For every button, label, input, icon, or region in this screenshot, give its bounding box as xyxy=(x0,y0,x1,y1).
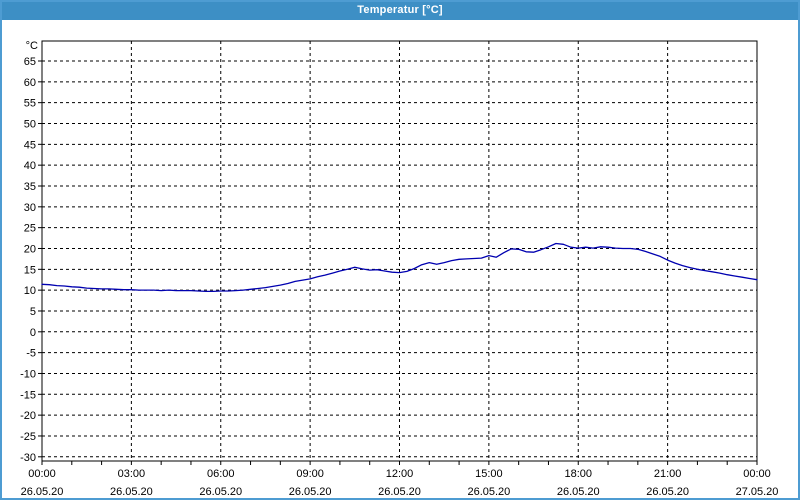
temperature-series-line xyxy=(41,242,758,293)
x-tick-time-label: 00:00 xyxy=(743,468,771,480)
window-titlebar: Temperatur [°C] xyxy=(2,2,798,20)
y-tick-label: 0 xyxy=(30,327,36,339)
y-axis-unit-label: °C xyxy=(26,40,38,52)
x-tick-date-label: 26.05.20 xyxy=(199,486,242,498)
y-gridlines xyxy=(38,60,757,458)
y-tick-label: 55 xyxy=(24,98,36,110)
temperature-chart: 65605550454035302520151050-5-10-15-20-25… xyxy=(20,40,779,498)
x-tick-date-label: 26.05.20 xyxy=(467,486,510,498)
y-tick-label: 20 xyxy=(24,243,36,255)
chart-area: 65 60 55 50 45 40 35 30 25 20 15 10 5 0 -5 -10 -15 -20 -25… xyxy=(2,20,798,498)
y-tick-label: 25 xyxy=(24,223,36,235)
x-minor-ticks xyxy=(41,461,758,465)
y-tick-label: -30 xyxy=(20,452,36,464)
x-tick-date-label: 26.05.20 xyxy=(21,486,64,498)
x-tick-time-label: 18:00 xyxy=(564,468,592,480)
y-tick-label: -10 xyxy=(20,368,36,380)
y-tick-label: -25 xyxy=(20,431,36,443)
x-tick-time-label: 12:00 xyxy=(386,468,414,480)
x-tick-date-label: 26.05.20 xyxy=(646,486,689,498)
x-tick-time-label: 06:00 xyxy=(207,468,235,480)
y-tick-label: 50 xyxy=(24,118,36,130)
y-tick-label: -5 xyxy=(26,348,36,360)
y-tick-label: 60 xyxy=(24,77,36,89)
y-axis-labels: 65605550454035302520151050-5-10-15-20-25… xyxy=(20,40,38,464)
y-tick-label: 65 xyxy=(24,56,36,68)
y-tick-label: 40 xyxy=(24,160,36,172)
y-tick-label: -20 xyxy=(20,410,36,422)
x-tick-date-label: 26.05.20 xyxy=(378,486,421,498)
x-tick-date-label: 27.05.20 xyxy=(736,486,779,498)
y-tick-label: 45 xyxy=(24,139,36,151)
y-tick-label: -15 xyxy=(20,389,36,401)
x-tick-date-label: 26.05.20 xyxy=(110,486,153,498)
x-axis-labels: 00:00 26.05.20 03:00 26.05.20 06:00 26.05.20 0… xyxy=(21,468,779,498)
y-tick-label: 30 xyxy=(24,202,36,214)
plot-border xyxy=(41,40,758,462)
window-title: Temperatur [°C] xyxy=(357,4,443,16)
y-tick-label: 35 xyxy=(24,181,36,193)
x-gridlines xyxy=(130,41,669,461)
x-tick-time-label: 09:00 xyxy=(296,468,324,480)
x-tick-time-label: 00:00 xyxy=(28,468,56,480)
x-tick-time-label: 21:00 xyxy=(654,468,682,480)
x-tick-date-label: 26.05.20 xyxy=(557,486,600,498)
x-tick-time-label: 15:00 xyxy=(475,468,503,480)
y-tick-label: 10 xyxy=(24,285,36,297)
y-tick-label: 5 xyxy=(30,306,36,318)
x-tick-time-label: 03:00 xyxy=(118,468,146,480)
y-tick-label: 15 xyxy=(24,264,36,276)
x-tick-date-label: 26.05.20 xyxy=(289,486,332,498)
